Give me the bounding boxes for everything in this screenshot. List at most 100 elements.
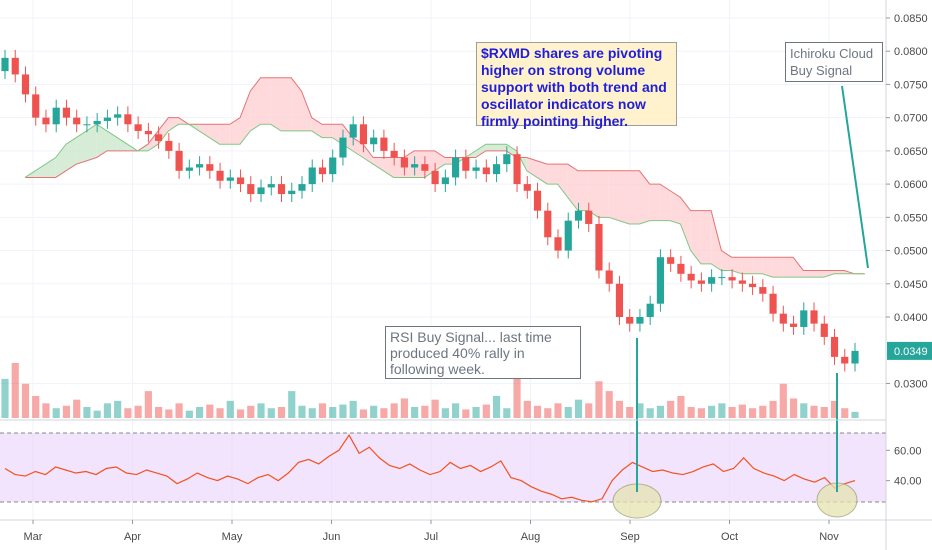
volume-bar — [62, 405, 71, 418]
cloud-segment — [639, 170, 650, 224]
volume-bar — [124, 408, 132, 418]
volume-bar — [810, 405, 818, 418]
volume-bar — [533, 405, 542, 418]
time-tick-label: Apr — [124, 531, 141, 543]
volume-bar — [32, 396, 40, 418]
candle-body — [42, 117, 50, 125]
candle-body — [52, 107, 60, 125]
candle-body — [257, 187, 265, 195]
volume-bar — [636, 403, 644, 418]
volume-bar — [83, 407, 91, 418]
time-tick-label: May — [222, 531, 243, 543]
volume-bar — [841, 408, 849, 418]
price-tick-label: 0.0450 — [894, 279, 928, 291]
cloud-segment — [199, 124, 210, 138]
candle-body — [1, 57, 9, 72]
candle-body — [769, 293, 777, 314]
cloud-segment — [35, 164, 46, 178]
volume-bar — [380, 408, 388, 418]
cloud-segment — [608, 170, 619, 221]
candle-body — [749, 283, 757, 288]
candle-body — [32, 94, 40, 118]
ichimoku-cloud — [24, 77, 865, 278]
volume-bar — [759, 405, 767, 418]
volume-bar — [615, 400, 624, 418]
volume-bar — [431, 399, 439, 418]
candle-body — [779, 313, 787, 324]
cloud-segment — [598, 170, 609, 218]
price-tick-label: 0.0300 — [894, 378, 928, 390]
cloud-segment — [86, 124, 97, 161]
volume-bar — [708, 405, 716, 418]
volume-bar — [851, 411, 859, 418]
price-tick-label: 0.0800 — [894, 46, 928, 58]
cloud-segment — [567, 164, 579, 211]
candle-body — [615, 283, 624, 317]
candle-body — [103, 117, 111, 121]
cloud-segment — [588, 170, 599, 218]
candle-body — [789, 323, 798, 327]
candle-body — [62, 107, 71, 118]
candle-body — [718, 277, 726, 279]
cloud-segment — [475, 144, 486, 158]
candle-body — [390, 150, 398, 158]
cloud-segment — [321, 124, 333, 138]
candle-body — [472, 167, 480, 171]
cloud-segment — [772, 257, 783, 278]
volume-bar — [288, 391, 296, 418]
cloud-segment — [629, 170, 640, 224]
candle-body — [247, 184, 255, 195]
volume-bar — [421, 405, 429, 418]
candle-body — [564, 220, 572, 251]
volume-bar — [687, 407, 695, 418]
time-tick-label: Jun — [323, 531, 341, 543]
cloud-segment — [219, 124, 230, 145]
price-tick-label: 0.0700 — [894, 113, 928, 125]
volume-bar — [318, 403, 327, 418]
candle-body — [339, 137, 347, 158]
volume-bar — [339, 404, 347, 418]
cloud-segment — [537, 160, 548, 185]
cloud-segment — [65, 137, 77, 171]
cloud-segment — [752, 257, 763, 274]
volume-bar — [800, 403, 808, 418]
candle-body — [482, 167, 490, 175]
price-tick-label: 0.0500 — [894, 246, 928, 258]
candle-body — [185, 167, 193, 171]
volume-bar — [452, 403, 460, 418]
cloud-segment — [55, 144, 66, 178]
candle-body — [11, 57, 19, 75]
candle-body — [492, 164, 501, 175]
candle-body — [411, 164, 419, 168]
cloud-segment — [813, 270, 824, 278]
candle-body — [298, 184, 306, 191]
cloud-signal-arrow — [841, 85, 869, 269]
candle-body — [626, 317, 634, 324]
candle-body — [124, 114, 132, 125]
price-axis: 0.0850 0.0800 0.0750 0.0700 0.0650 0.0600 0.05… — [886, 13, 928, 390]
volume-bar — [441, 408, 449, 418]
candle-body — [359, 124, 368, 145]
volume-bar — [1, 378, 9, 418]
candle-body — [144, 130, 152, 135]
volume-bar — [574, 399, 583, 418]
volume-bar — [462, 409, 470, 418]
cloud-segment — [762, 257, 773, 278]
volume-bar — [206, 404, 214, 418]
volume-bar — [626, 407, 634, 418]
candle-body — [554, 237, 562, 251]
rsi-axis: 60.00 40.00 — [886, 445, 922, 488]
volume-bars — [1, 363, 859, 418]
cloud-signal-annotation: Ichiroku Cloud Buy Signal — [785, 42, 883, 82]
candle-body — [759, 287, 767, 294]
volume-bar — [359, 409, 368, 418]
candle-body — [728, 277, 736, 281]
cloud-segment — [485, 144, 497, 151]
candle-body — [503, 154, 511, 165]
cloud-segment — [793, 257, 804, 278]
cloud-segment — [557, 164, 568, 198]
candle-body — [155, 134, 163, 141]
volume-bar — [257, 403, 265, 418]
candle-body — [841, 356, 849, 364]
